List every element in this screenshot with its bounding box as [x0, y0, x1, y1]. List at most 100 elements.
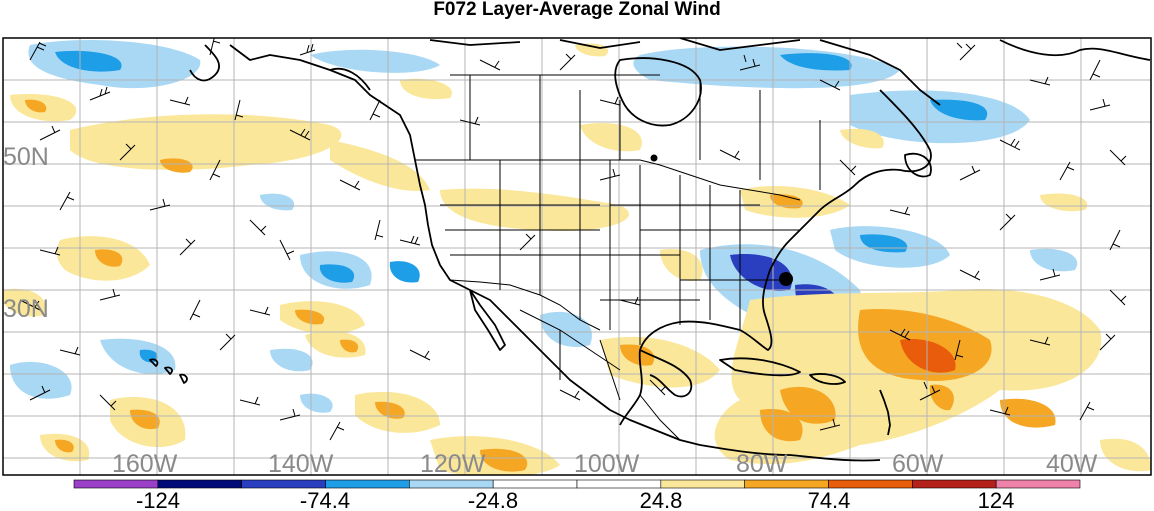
positive-region [1000, 398, 1056, 428]
positive-region [1040, 193, 1088, 212]
wind-barb [209, 159, 221, 181]
coastlines [149, 38, 1151, 462]
longitude-label-60w: 60W [892, 450, 944, 478]
lesser-antilles [879, 389, 891, 436]
wind-barb [649, 379, 667, 396]
wind-barb [599, 168, 621, 181]
longitude-label-140w: 140W [268, 450, 334, 478]
longitude-label-40w: 40W [1046, 450, 1098, 478]
colorbar-label: -74.4 [300, 488, 350, 511]
wind-barb [149, 198, 171, 211]
wind-barb [1109, 229, 1121, 251]
colorbar-swatch [828, 479, 913, 489]
wind-barb [959, 269, 981, 281]
negative-region [1030, 248, 1078, 272]
wind-barb [1029, 76, 1051, 86]
colorbar [73, 479, 1081, 489]
wind-barb [339, 179, 361, 191]
colorbar-swatch [492, 479, 578, 489]
negative-region [10, 361, 72, 399]
wind-barb [299, 43, 316, 56]
colorbar-label: -24.8 [468, 488, 518, 511]
wind-barb [839, 159, 857, 176]
colorbar-label: -124 [136, 488, 180, 511]
wind-barb [1029, 336, 1051, 346]
wind-barb [59, 346, 81, 356]
wind-barb [1109, 289, 1127, 306]
wind-barb [99, 394, 117, 411]
colorbar-label: 74.4 [808, 488, 851, 511]
positive-region [760, 409, 803, 442]
wind-barb [479, 59, 501, 71]
wind-barb [89, 86, 111, 101]
wind-barb [189, 299, 201, 321]
arctic-islands [429, 38, 941, 106]
positive-region [929, 384, 954, 411]
longitude-label-160w: 160W [112, 450, 178, 478]
positive-region [70, 114, 342, 170]
wind-barb [739, 54, 761, 71]
wind-barb [459, 116, 481, 126]
longitude-label-80w: 80W [736, 450, 788, 478]
wind-barb [519, 233, 536, 251]
south-america [699, 444, 881, 462]
wind-barb [279, 239, 295, 261]
wind-barb [249, 219, 267, 236]
wind-barb [19, 299, 41, 311]
wind-barb [374, 219, 384, 241]
wind-barb [59, 191, 75, 211]
wind-barb [959, 165, 981, 181]
wind-barb [1079, 401, 1095, 421]
colorbar-swatch [660, 479, 745, 489]
wind-barb [119, 143, 136, 161]
positive-region [400, 78, 452, 100]
wind-barb [889, 206, 911, 216]
colorbar-swatch [241, 479, 326, 489]
wind-barb [599, 96, 621, 106]
positive-region [375, 401, 405, 419]
cuba [719, 357, 801, 377]
newfoundland [904, 152, 932, 178]
colorbar-label: 24.8 [640, 488, 683, 511]
wind-barb [409, 349, 431, 361]
positive-region [840, 128, 884, 149]
wind-barb [1089, 59, 1101, 81]
colorbar-swatch [409, 479, 494, 489]
positive-region [440, 188, 629, 231]
wind-barb [399, 235, 421, 246]
negative-region [730, 254, 792, 291]
negative-region [850, 90, 1030, 144]
wind-barb [889, 328, 911, 341]
wind-barb [279, 408, 301, 421]
negative-region [300, 393, 333, 413]
wind-barb [329, 421, 345, 441]
wind-barb [169, 96, 191, 106]
north-america-west-coast [229, 44, 701, 446]
east-coast [619, 89, 932, 426]
positive-region [295, 309, 325, 325]
wind-barb [39, 246, 61, 256]
map-frame [2, 37, 1152, 476]
location-marker [779, 272, 793, 286]
wind-barb [219, 333, 236, 351]
wind-barb [1089, 98, 1111, 111]
wind-barb [1039, 268, 1061, 281]
state-lines [440, 160, 800, 345]
colorbar-swatch [325, 479, 410, 489]
colorbar-label: 124 [978, 488, 1015, 511]
colorbar-swatch [995, 479, 1081, 489]
wind-barb [999, 213, 1016, 231]
wind-barb [239, 396, 261, 406]
positive-region [580, 122, 642, 152]
political-boundaries [415, 74, 821, 441]
longitude-label-120w: 120W [420, 450, 486, 478]
positive-region [620, 344, 655, 366]
gulf-coast [639, 349, 693, 398]
wind-barb [559, 53, 576, 71]
longitude-label-100w: 100W [574, 450, 640, 478]
wind-barb [39, 125, 61, 141]
positive-region [130, 409, 160, 430]
colorbar-swatch [73, 479, 159, 489]
wind-barb [819, 79, 841, 91]
